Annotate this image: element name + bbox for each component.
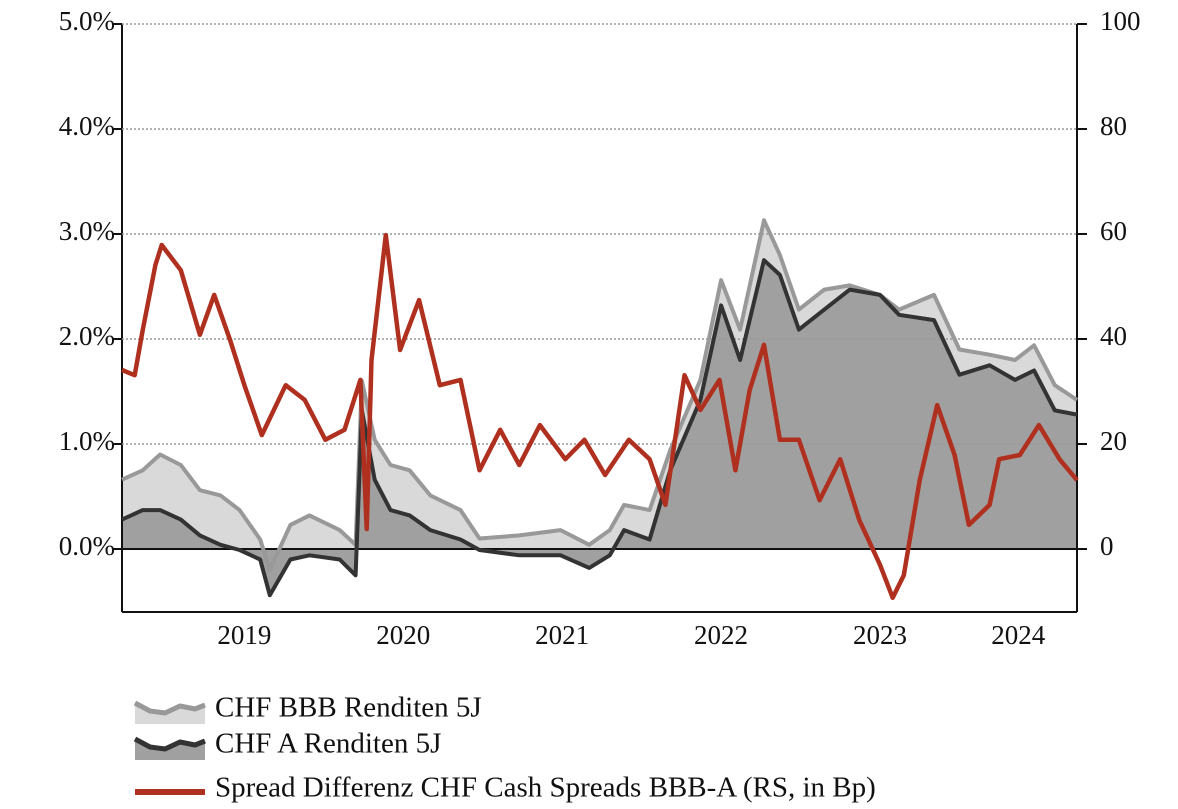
legend-line: [133, 736, 206, 752]
y-tick-label: 1.0%: [59, 426, 115, 456]
axes: 0.0% 1.0% 2.0% 3.0% 4.0% 5.0% 0 20 40 60 80 100 2019…: [59, 6, 1141, 650]
x-tick-label: 2020: [376, 620, 430, 650]
area: [122, 260, 1077, 596]
x-tick-label: 2024: [991, 620, 1046, 650]
series-line: [121, 258, 1078, 598]
y-tick-label: 0.0%: [59, 531, 115, 561]
x-tick-label: 2019: [217, 620, 271, 650]
x-tick-label: 2023: [853, 620, 907, 650]
legend-label: CHF BBB Renditen 5J: [215, 692, 482, 724]
y2-tick-label: 100: [1100, 6, 1141, 36]
lines: [121, 218, 1079, 601]
y2-tick-label: 40: [1100, 321, 1127, 351]
x-tick-label: 2021: [535, 620, 589, 650]
y2-tick-label: 80: [1100, 111, 1127, 141]
legend: CHF BBB Renditen 5J CHF A Renditen 5J Spre…: [133, 692, 876, 804]
legend-label: CHF A Renditen 5J: [215, 728, 441, 760]
y2-tick-label: 60: [1100, 216, 1127, 246]
y2-tick-label: 20: [1100, 426, 1127, 456]
y2-tick-label: 0: [1100, 531, 1114, 561]
y-tick-label: 4.0%: [59, 111, 115, 141]
x-tick-label: 2022: [694, 620, 748, 650]
y-tick-label: 2.0%: [59, 321, 115, 351]
y-tick-label: 3.0%: [59, 216, 115, 246]
legend-line: [133, 700, 206, 716]
y-tick-label: 5.0%: [59, 6, 115, 36]
series-line: [121, 218, 1079, 572]
series-line: [121, 232, 1079, 601]
legend-label: Spread Differenz CHF Cash Spreads BBB-A …: [215, 772, 876, 804]
